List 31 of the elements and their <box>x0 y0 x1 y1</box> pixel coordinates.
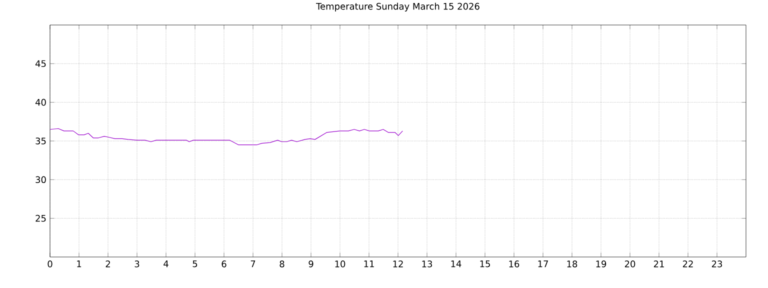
x-tick-label: 14 <box>451 260 462 268</box>
x-tick-label: 9 <box>308 260 314 268</box>
x-tick-label: 17 <box>538 260 548 268</box>
x-tick-label: 7 <box>250 260 256 268</box>
x-tick-label: 19 <box>596 260 606 268</box>
x-tick-label: 10 <box>335 260 346 268</box>
x-tick-label: 3 <box>134 260 140 268</box>
x-tick-label: 12 <box>393 260 403 268</box>
y-tick-label: 45 <box>35 60 46 67</box>
x-tick-label: 0 <box>48 260 52 268</box>
x-tick-label: 16 <box>509 260 520 268</box>
chart-title: Temperature Sunday March 15 2026 <box>316 2 480 12</box>
y-tick-label: 35 <box>36 138 46 144</box>
x-tick-label: 5 <box>192 260 198 268</box>
x-tick-label: 8 <box>280 260 284 268</box>
x-tick-label: 22 <box>682 260 693 268</box>
x-tick-label: 15 <box>480 260 490 268</box>
line-series <box>50 128 403 146</box>
x-tick-label: 4 <box>164 260 168 268</box>
x-tick-label: 11 <box>364 260 374 268</box>
x-tick-label: 6 <box>222 260 226 268</box>
y-tick-label: 30 <box>36 176 46 184</box>
y-tick-label: 25 <box>36 214 46 222</box>
x-tick-label: 1 <box>77 260 82 268</box>
x-tick-label: 2 <box>106 260 110 268</box>
y-tick-label: 40 <box>35 98 46 106</box>
x-tick-label: 21 <box>654 260 664 268</box>
x-tick-label: 20 <box>624 260 636 268</box>
x-tick-label: 18 <box>567 260 578 268</box>
x-tick-label: 23 <box>712 260 722 268</box>
x-tick-label: 13 <box>422 260 432 268</box>
